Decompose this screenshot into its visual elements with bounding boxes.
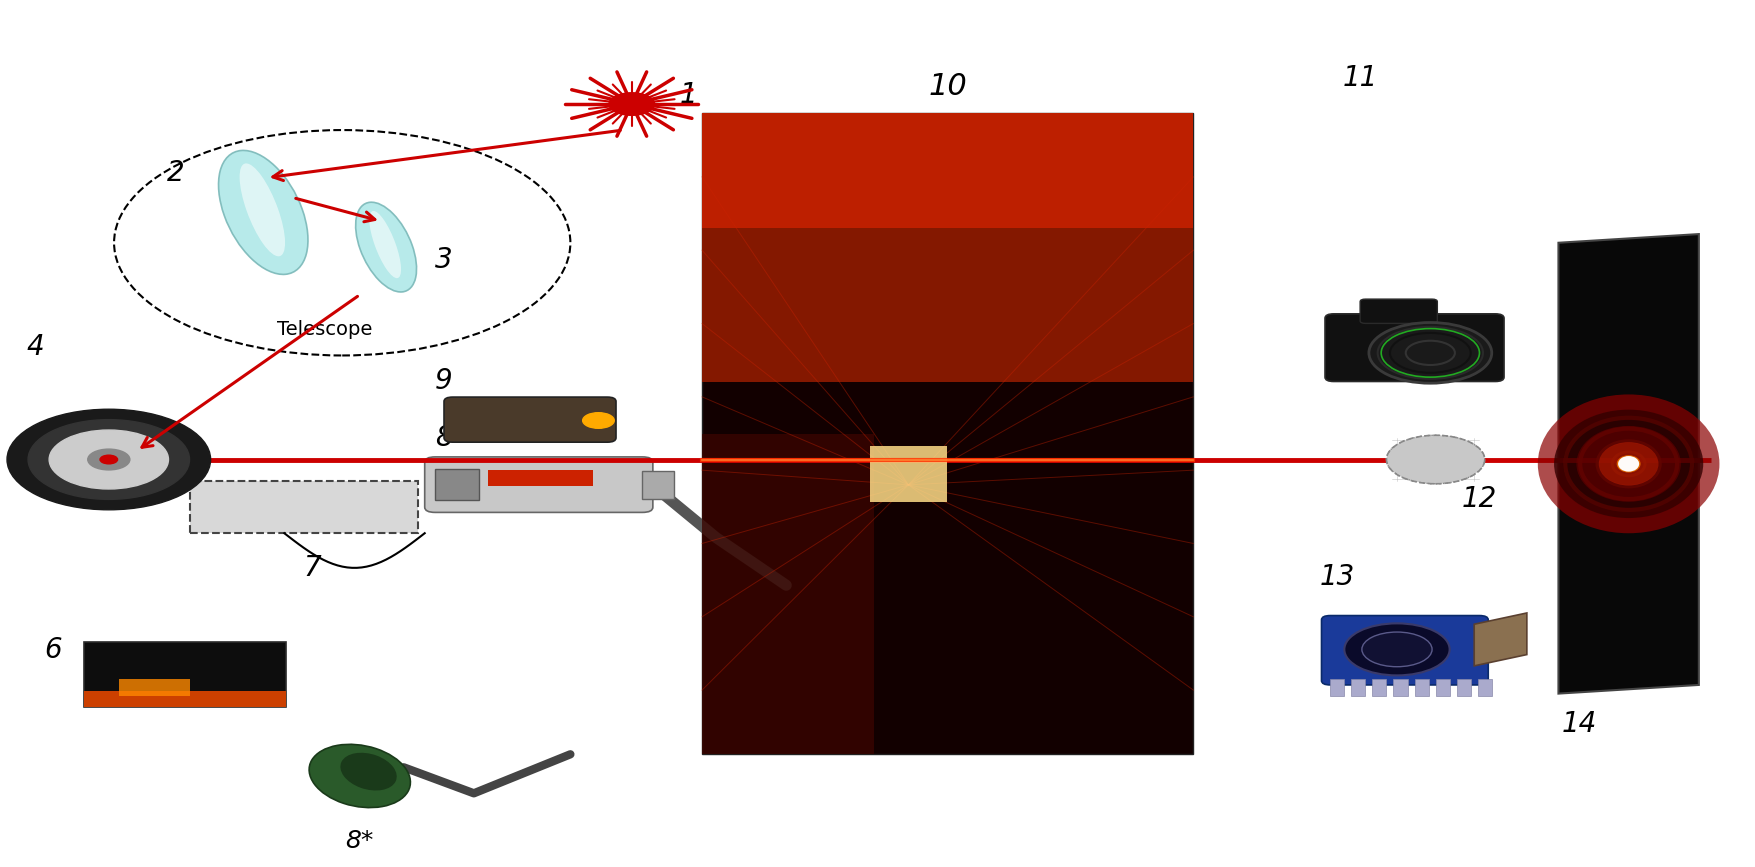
FancyBboxPatch shape [488, 470, 593, 486]
Text: 8: 8 [435, 424, 453, 452]
Bar [702, 113, 1193, 382]
Text: KERONA: KERONA [525, 475, 556, 480]
Text: He-Ne: He-Ne [511, 415, 535, 424]
FancyBboxPatch shape [642, 471, 674, 499]
Bar [702, 434, 874, 754]
Text: 12: 12 [1462, 485, 1497, 512]
Ellipse shape [309, 745, 411, 807]
Ellipse shape [369, 211, 402, 278]
Bar [702, 113, 1193, 228]
Text: PENTAX: PENTAX [1399, 324, 1430, 329]
Circle shape [609, 93, 655, 115]
Circle shape [1362, 632, 1432, 667]
Bar [1372, 679, 1386, 696]
FancyBboxPatch shape [444, 397, 616, 442]
Ellipse shape [356, 202, 416, 292]
Circle shape [7, 409, 211, 510]
Circle shape [49, 430, 168, 489]
Polygon shape [1474, 613, 1527, 666]
Bar [1351, 679, 1365, 696]
Bar [1436, 679, 1450, 696]
Text: Maya: Maya [186, 658, 228, 672]
FancyBboxPatch shape [84, 642, 286, 707]
FancyBboxPatch shape [1360, 299, 1437, 323]
Polygon shape [1558, 234, 1699, 694]
Circle shape [1344, 623, 1450, 675]
Text: 6: 6 [44, 636, 61, 664]
Text: 4: 4 [26, 333, 44, 361]
Ellipse shape [1576, 426, 1681, 502]
Circle shape [28, 420, 190, 499]
Text: 5: 5 [295, 493, 312, 521]
Ellipse shape [219, 150, 307, 275]
Circle shape [1386, 435, 1485, 484]
Text: 3: 3 [435, 246, 453, 274]
Ellipse shape [1599, 442, 1658, 486]
Bar [1478, 679, 1492, 696]
Circle shape [583, 413, 614, 428]
Bar [1415, 679, 1429, 696]
Ellipse shape [340, 753, 397, 791]
Bar [1457, 679, 1471, 696]
FancyBboxPatch shape [425, 457, 653, 512]
Text: 13: 13 [1320, 563, 1355, 590]
Text: 1: 1 [679, 81, 697, 109]
Bar [870, 446, 948, 502]
Circle shape [100, 455, 118, 464]
FancyBboxPatch shape [1325, 314, 1504, 381]
Ellipse shape [1618, 456, 1639, 472]
Bar [1330, 679, 1344, 696]
FancyBboxPatch shape [1322, 616, 1488, 685]
FancyBboxPatch shape [84, 691, 286, 707]
Ellipse shape [1616, 455, 1641, 473]
Text: Telescope: Telescope [277, 320, 372, 339]
Text: 9: 9 [435, 368, 453, 395]
Text: 14: 14 [1562, 710, 1597, 738]
Bar [1393, 679, 1408, 696]
Ellipse shape [240, 163, 284, 257]
Text: 7: 7 [304, 554, 321, 582]
Text: 8*: 8* [346, 829, 374, 853]
FancyBboxPatch shape [190, 481, 418, 533]
Circle shape [1369, 323, 1492, 383]
Text: 2: 2 [167, 160, 184, 187]
FancyBboxPatch shape [435, 469, 479, 500]
Bar [702, 113, 1193, 754]
Text: 11: 11 [1343, 64, 1378, 92]
Text: 10: 10 [928, 72, 967, 101]
FancyBboxPatch shape [119, 679, 190, 696]
Circle shape [88, 449, 130, 470]
Ellipse shape [1555, 410, 1702, 518]
